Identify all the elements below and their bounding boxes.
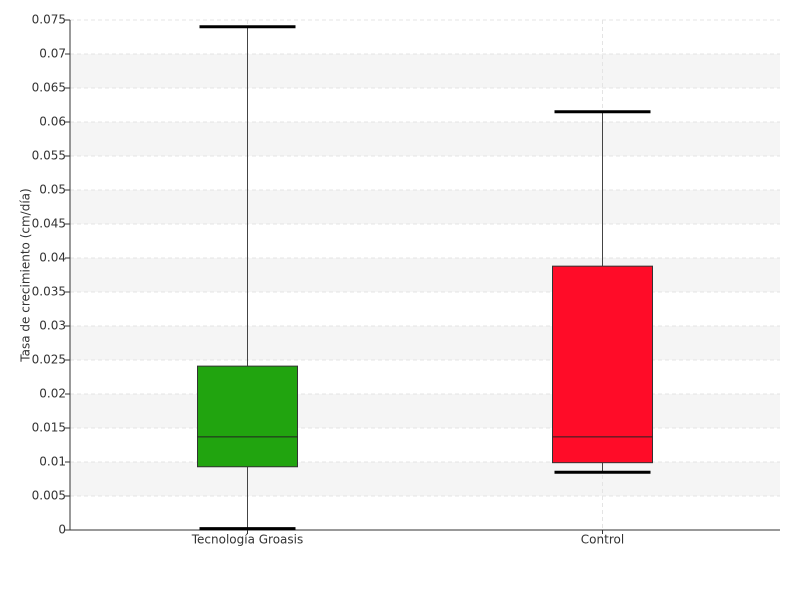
y-tick-label: 0.03 — [39, 319, 66, 333]
grid-band — [70, 394, 780, 428]
y-tick-label: 0.02 — [39, 387, 66, 401]
x-tick-label: Control — [581, 533, 624, 547]
y-tick-label: 0.025 — [32, 353, 66, 367]
grid-band — [70, 258, 780, 292]
box — [197, 365, 298, 468]
box — [552, 265, 653, 464]
y-tick-label: 0 — [58, 523, 66, 537]
y-tick-label: 0.07 — [39, 47, 66, 61]
grid-band — [70, 326, 780, 360]
grid-band — [70, 122, 780, 156]
y-tick-label: 0.01 — [39, 455, 66, 469]
y-tick-label: 0.075 — [32, 13, 66, 27]
grid-band — [70, 462, 780, 496]
x-tick-label: Tecnología Groasis — [191, 533, 304, 547]
y-tick-label: 0.065 — [32, 81, 66, 95]
y-tick-label: 0.04 — [39, 251, 66, 265]
y-tick-label: 0.015 — [32, 421, 66, 435]
y-tick-label: 0.005 — [32, 489, 66, 503]
y-tick-label: 0.035 — [32, 285, 66, 299]
y-tick-label: 0.06 — [39, 115, 66, 129]
y-tick-label: 0.055 — [32, 149, 66, 163]
y-axis-label: Tasa de crecimiento (cm/día) — [19, 188, 33, 362]
y-tick-label: 0.05 — [39, 183, 66, 197]
grid-band — [70, 54, 780, 88]
y-tick-label: 0.045 — [32, 217, 66, 231]
grid-band — [70, 190, 780, 224]
